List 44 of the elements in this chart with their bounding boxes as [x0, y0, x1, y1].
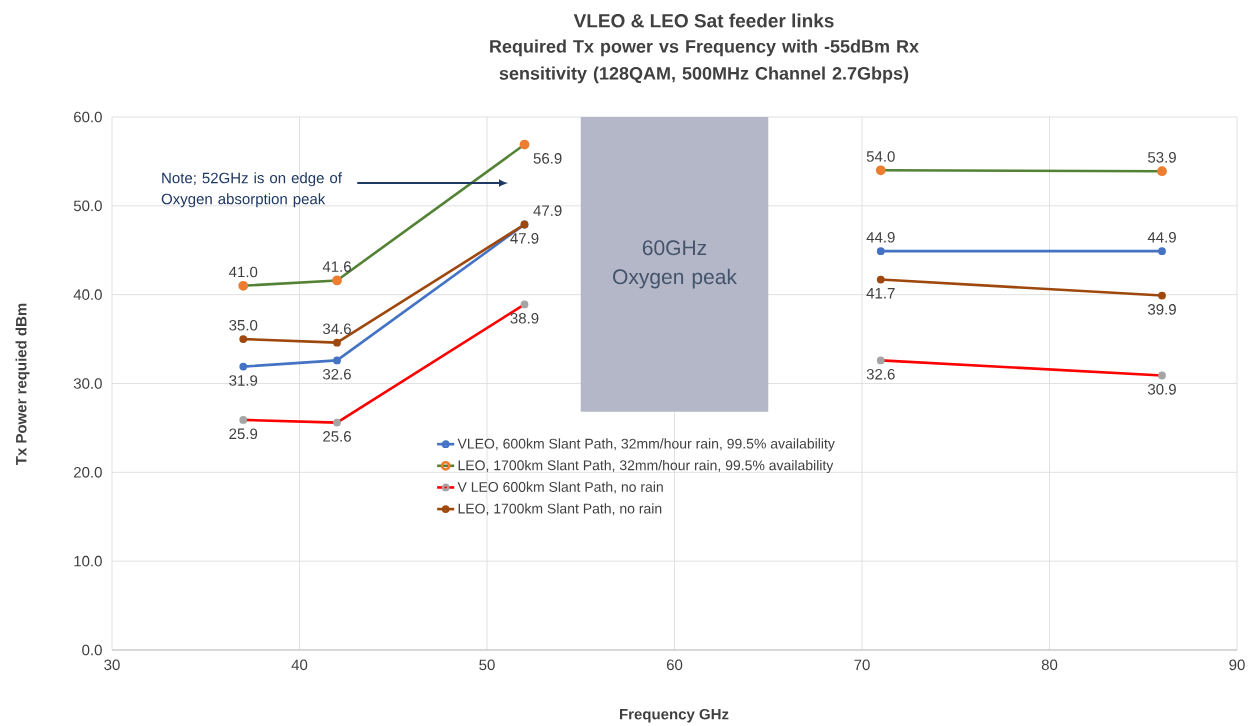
data-label: 41.6 [322, 261, 351, 272]
y-tick-label: 20.0 [74, 467, 102, 478]
x-tick-label: 30 [104, 659, 120, 671]
y-tick-label: 0.0 [82, 644, 102, 656]
x-tick-label: 40 [291, 659, 308, 671]
annotation: Note; 52GHz is on edge of Oxygen absorption peak [161, 172, 342, 208]
data-label: 44.9 [866, 231, 895, 243]
data-label: 32.6 [866, 368, 895, 380]
x-tick-label: 50 [479, 659, 495, 671]
data-label: 35.0 [229, 319, 258, 331]
y-axis-title: Tx Power requied dBm [15, 303, 30, 466]
data-label: 54.0 [866, 151, 895, 162]
y-tick-label: 30.0 [73, 378, 102, 389]
x-axis-title: Frequency GHz [620, 708, 729, 723]
legend-label: V LEO 600km Slant Path, no rain [457, 481, 663, 494]
x-tick-label: 60 [666, 659, 683, 671]
chart-title: VLEO & LEO Sat feeder links [573, 13, 834, 28]
x-tick-label: 70 [854, 659, 870, 671]
data-label: 53.9 [1148, 152, 1176, 163]
legend-label: LEO, 1700km Slant Path, no rain [458, 503, 662, 516]
data-label: 25.9 [229, 428, 258, 440]
data-label: 39.9 [1147, 304, 1176, 315]
data-label: 56.9 [533, 153, 562, 164]
y-tick-label: 10.0 [74, 555, 102, 567]
data-label: 25.6 [323, 431, 351, 442]
y-tick-label: 60.0 [74, 111, 102, 123]
data-label: 41.0 [229, 266, 258, 278]
legend-label: LEO, 1700km Slant Path, 32mm/hour rain, 99.5% availability [458, 459, 834, 474]
data-label: 41.7 [866, 288, 895, 299]
chart-subtitle: Required Tx power vs Frequency with -55dBm Rx sensitivity (128QAM, 500MHz Channel 2.7Gbps) [490, 39, 919, 84]
band-label: 60GHz Oxygen peak [613, 240, 737, 289]
data-label: 44.9 [1147, 231, 1176, 243]
data-label: 34.6 [322, 323, 351, 335]
data-label: 31.9 [229, 375, 258, 386]
data-label: 38.9 [510, 312, 539, 324]
data-label: 30.9 [1147, 384, 1176, 395]
data-label: 47.9 [510, 233, 539, 244]
x-tick-label: 90 [1229, 659, 1245, 671]
y-tick-label: 50.0 [73, 200, 102, 212]
y-tick-label: 40.0 [73, 289, 102, 300]
data-label: 47.9 [533, 205, 562, 216]
legend-label: VLEO, 600km Slant Path, 32mm/hour rain, 99.5% availability [457, 438, 835, 452]
data-label: 32.6 [322, 368, 351, 380]
x-tick-label: 80 [1041, 659, 1058, 671]
